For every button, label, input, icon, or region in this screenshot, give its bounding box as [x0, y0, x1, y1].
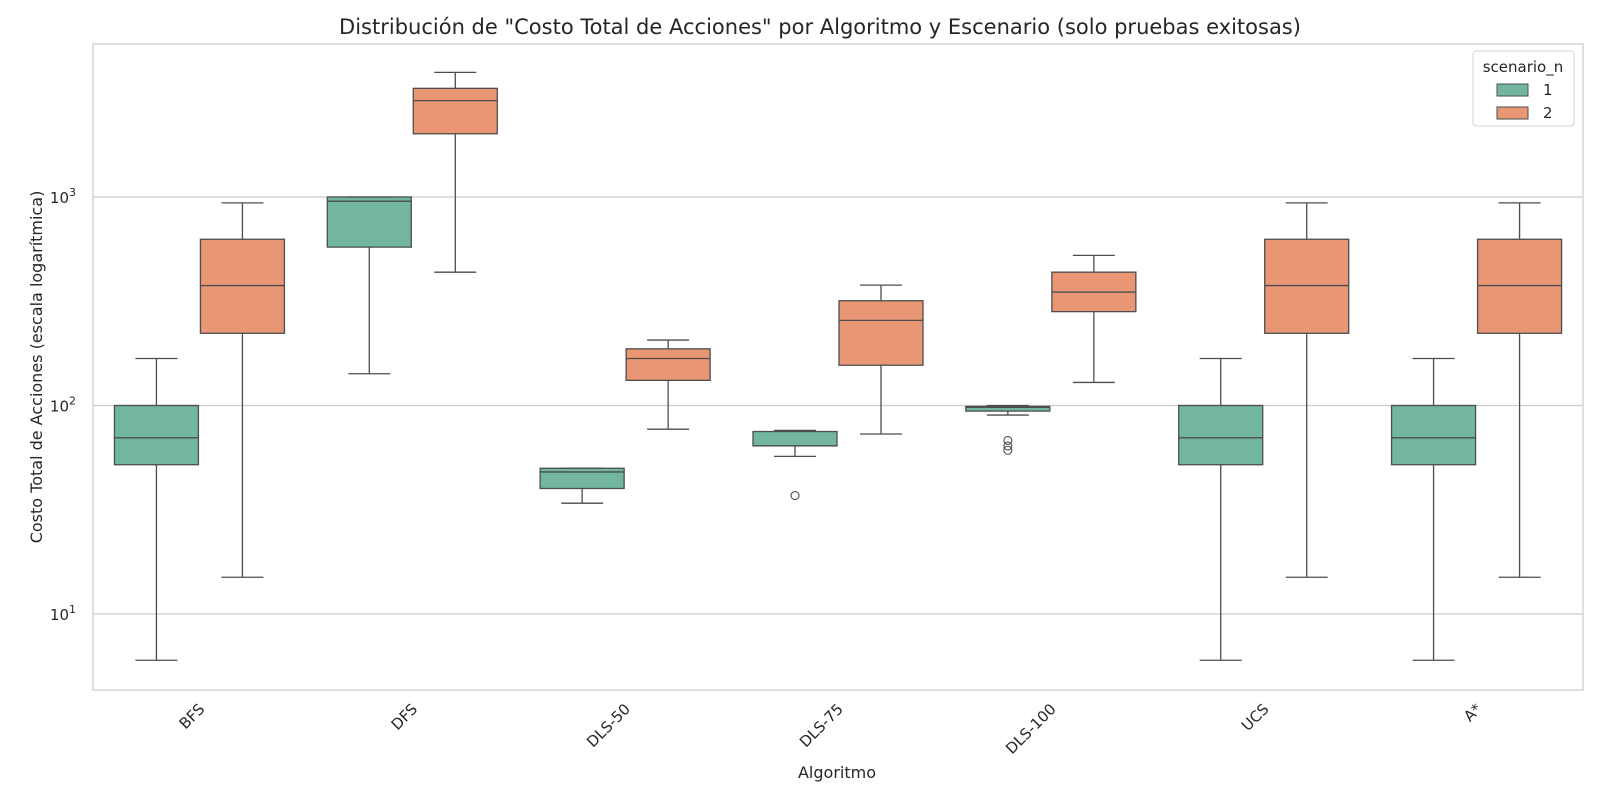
box-BFS-scenario-1	[113, 357, 200, 661]
x-tick-label: DLS-100	[1002, 700, 1060, 758]
box-DFS-scenario-1	[326, 196, 412, 375]
box-iqr	[412, 87, 498, 135]
outlier-point	[1003, 445, 1013, 455]
y-axis-label: Costo Total de Acciones (escala logarítm…	[27, 191, 46, 544]
x-tick-label: DFS	[388, 700, 422, 734]
outlier-point	[1003, 435, 1013, 445]
box-DLS-50-scenario-2	[625, 339, 711, 430]
box-DLS-100-scenario-1	[965, 404, 1051, 455]
box-iqr	[326, 196, 412, 248]
legend-swatch-1	[1496, 83, 1529, 97]
boxes	[113, 71, 1563, 661]
box-iqr	[539, 467, 625, 490]
chart-title: Distribución de "Costo Total de Acciones…	[339, 15, 1301, 39]
y-tick-labels: 101 102 103	[50, 186, 76, 624]
legend-label-2: 2	[1543, 104, 1553, 122]
x-tick-labels: BFS DFS DLS-50 DLS-75 DLS-100 UCS A*	[176, 700, 1486, 758]
y-tick-label: 101	[50, 603, 76, 624]
box-A*-scenario-1	[1390, 357, 1477, 661]
x-tick-label: DLS-50	[583, 700, 634, 751]
box-iqr	[838, 300, 924, 366]
box-DLS-50-scenario-1	[539, 467, 625, 504]
x-tick-label: UCS	[1238, 700, 1273, 735]
outlier-point	[790, 490, 800, 501]
y-tick-label: 103	[50, 186, 76, 207]
box-iqr	[199, 238, 286, 334]
box-UCS-scenario-2	[1264, 202, 1350, 578]
box-iqr	[625, 348, 711, 382]
y-tick-label: 102	[50, 395, 76, 416]
legend-swatch-2	[1496, 106, 1529, 120]
legend-label-1: 1	[1543, 81, 1553, 99]
box-DLS-100-scenario-2	[1051, 254, 1137, 384]
box-BFS-scenario-2	[199, 202, 286, 578]
box-iqr	[1264, 238, 1350, 334]
outlier-point	[1003, 441, 1013, 451]
box-iqr	[965, 405, 1051, 412]
box-iqr	[1476, 238, 1563, 334]
plot-frame	[92, 43, 1584, 691]
box-DLS-75-scenario-1	[752, 429, 838, 501]
box-DLS-75-scenario-2	[838, 284, 924, 435]
x-axis-label: Algoritmo	[798, 763, 876, 782]
box-iqr	[1390, 404, 1477, 466]
box-iqr	[752, 430, 838, 447]
box-iqr	[113, 404, 200, 466]
x-tick-label: BFS	[176, 700, 209, 733]
legend-title: scenario_n	[1483, 58, 1564, 77]
box-iqr	[1178, 404, 1264, 466]
legend: scenario_n 1 2	[1472, 50, 1575, 127]
grid-lines	[93, 196, 1583, 615]
box-A*-scenario-2	[1476, 202, 1563, 578]
x-tick-label: A*	[1460, 700, 1486, 726]
x-tick-label: DLS-75	[796, 700, 847, 751]
box-DFS-scenario-2	[412, 71, 498, 273]
box-UCS-scenario-1	[1178, 357, 1264, 661]
